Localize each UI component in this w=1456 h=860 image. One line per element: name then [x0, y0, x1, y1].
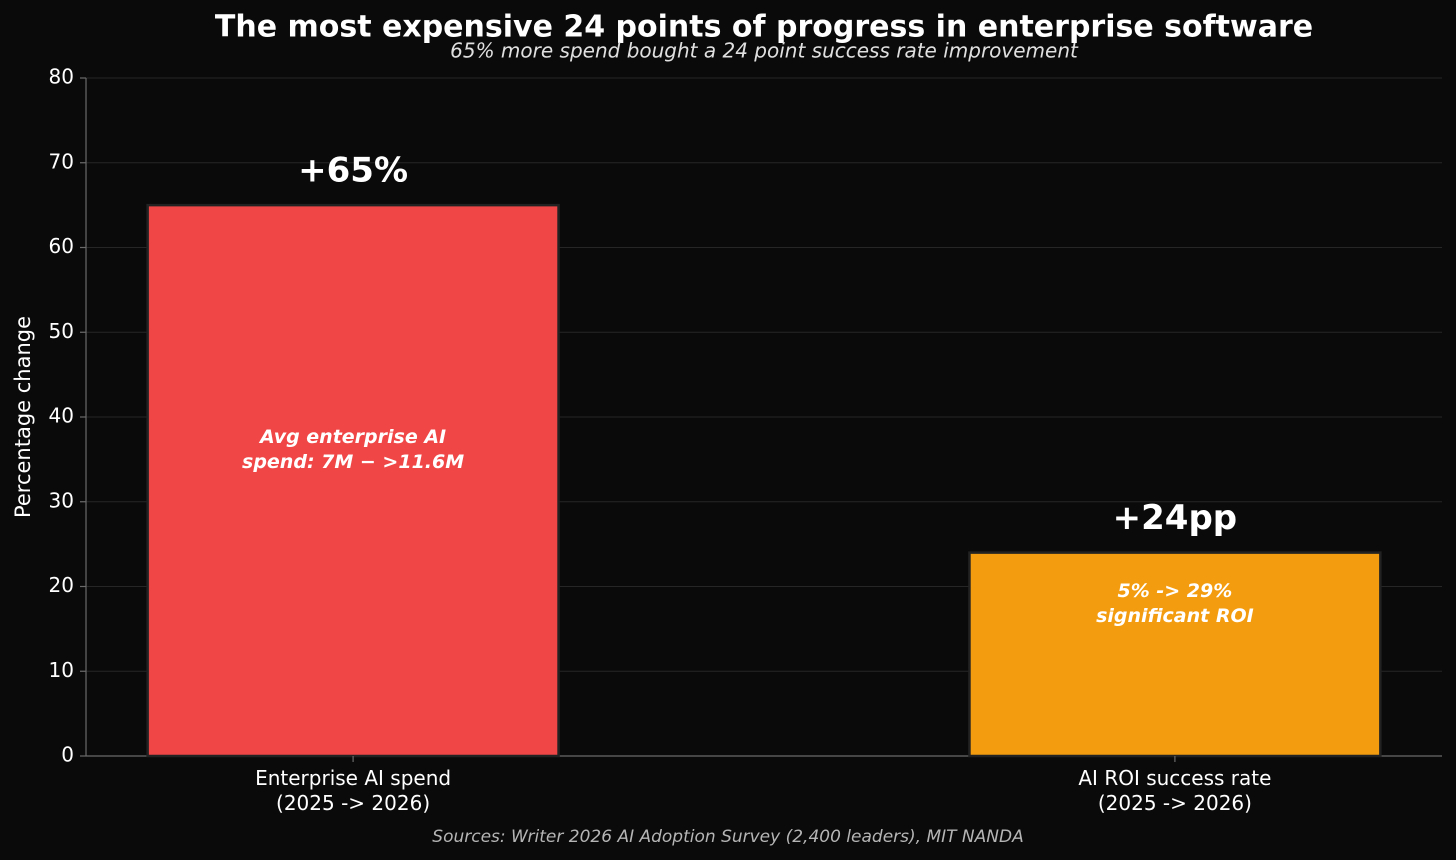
- y-tick-label: 10: [49, 658, 74, 682]
- y-tick-label: 30: [49, 488, 74, 512]
- y-tick-label: 0: [61, 743, 74, 767]
- source-note: Sources: Writer 2026 AI Adoption Survey …: [432, 827, 1023, 847]
- y-tick-label: 40: [49, 404, 74, 428]
- y-tick-label: 20: [49, 573, 74, 597]
- bar-annotation: Avg enterprise AI spend: 7M − >11.6M: [242, 426, 464, 473]
- bar: [968, 551, 1382, 758]
- bar-annotation: 5% -> 29% significant ROI: [1096, 580, 1254, 627]
- y-tick-label: 80: [49, 65, 74, 89]
- y-tick-label: 50: [49, 319, 74, 343]
- y-tick-label: 70: [49, 149, 74, 173]
- value-label: +65%: [298, 151, 408, 191]
- x-tick-label: Enterprise AI spend (2025 -> 2026): [255, 766, 451, 815]
- chart-title: The most expensive 24 points of progress…: [215, 10, 1313, 45]
- bar: [146, 203, 560, 758]
- y-tick-label: 60: [49, 234, 74, 258]
- chart-subtitle: 65% more spend bought a 24 point success…: [450, 39, 1079, 63]
- y-axis-label: Percentage change: [11, 316, 35, 518]
- value-label: +24pp: [1113, 498, 1237, 538]
- x-tick-label: AI ROI success rate (2025 -> 2026): [1078, 766, 1271, 815]
